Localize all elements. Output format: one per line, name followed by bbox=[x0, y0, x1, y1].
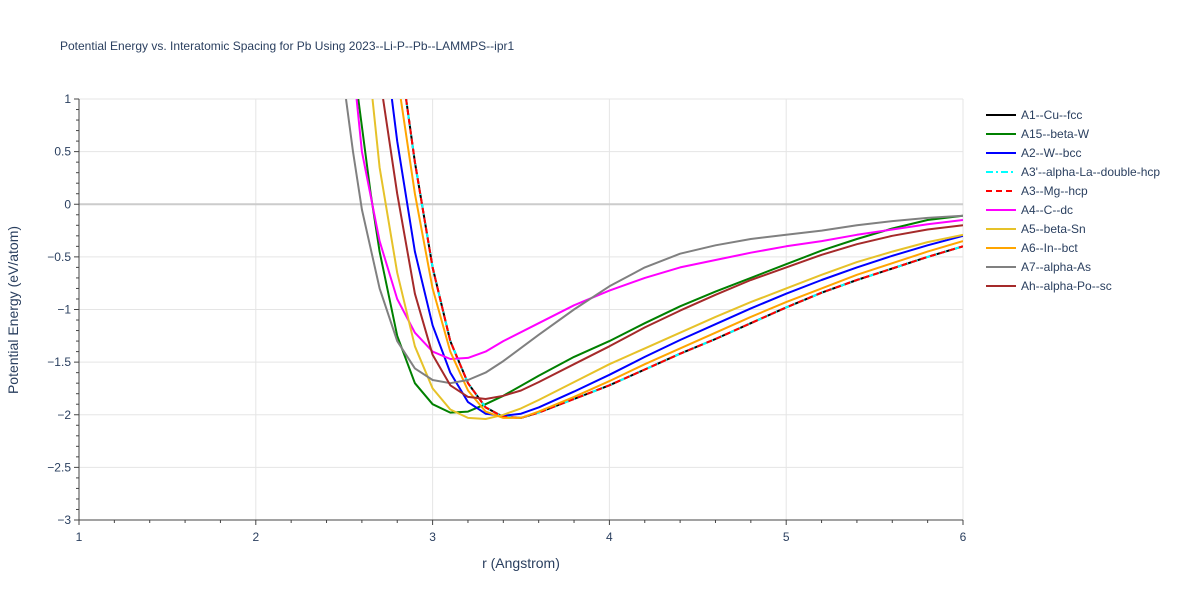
legend-label: A5--beta-Sn bbox=[1021, 222, 1086, 236]
series-line bbox=[382, 99, 963, 400]
y-tick-label: −1 bbox=[57, 303, 71, 317]
y-tick-label: 0 bbox=[64, 197, 71, 211]
y-axis-title: Potential Energy (eV/atom) bbox=[5, 226, 21, 394]
y-tick-label: −0.5 bbox=[47, 250, 71, 264]
legend-item[interactable]: A6--In--bct bbox=[986, 241, 1078, 255]
x-tick-label: 3 bbox=[429, 530, 436, 544]
series-line bbox=[405, 99, 963, 419]
legend-item[interactable]: Ah--alpha-Po--sc bbox=[986, 279, 1112, 293]
chart-title: Potential Energy vs. Interatomic Spacing… bbox=[60, 39, 515, 53]
legend-item[interactable]: A3--Mg--hcp bbox=[986, 184, 1088, 198]
x-tick-label: 6 bbox=[960, 530, 967, 544]
legend-label: A3'--alpha-La--double-hcp bbox=[1021, 165, 1160, 179]
y-tick-label: 1 bbox=[64, 92, 71, 106]
legend-label: A15--beta-W bbox=[1021, 127, 1090, 141]
legend-label: A3--Mg--hcp bbox=[1021, 184, 1088, 198]
grid bbox=[79, 98, 964, 520]
y-tick-label: 0.5 bbox=[54, 145, 71, 159]
legend[interactable]: A1--Cu--fcc A15--beta-W A2--W--bcc A3'--alp… bbox=[986, 108, 1160, 293]
legend-label: A4--C--dc bbox=[1021, 203, 1073, 217]
y-tick-label: −2.5 bbox=[47, 460, 71, 474]
y-tick-label: −2 bbox=[57, 408, 71, 422]
legend-item[interactable]: A2--W--bcc bbox=[986, 146, 1081, 160]
x-axis-title: r (Angstrom) bbox=[482, 555, 560, 571]
x-tick-label: 5 bbox=[783, 530, 790, 544]
legend-item[interactable]: A4--C--dc bbox=[986, 203, 1073, 217]
x-tick-label: 4 bbox=[606, 530, 613, 544]
y-tick-label: −1.5 bbox=[47, 355, 71, 369]
x-tick-label: 1 bbox=[76, 530, 83, 544]
x-tick-label: 2 bbox=[252, 530, 259, 544]
y-tick-label: −3 bbox=[57, 513, 71, 527]
legend-item[interactable]: A3'--alpha-La--double-hcp bbox=[986, 165, 1160, 179]
legend-item[interactable]: A15--beta-W bbox=[986, 127, 1090, 141]
legend-label: A2--W--bcc bbox=[1021, 146, 1081, 160]
series-line bbox=[399, 99, 963, 419]
legend-item[interactable]: A1--Cu--fcc bbox=[986, 108, 1082, 122]
legend-item[interactable]: A7--alpha-As bbox=[986, 260, 1091, 274]
series-line bbox=[371, 99, 963, 420]
legend-label: A1--Cu--fcc bbox=[1021, 108, 1082, 122]
legend-label: A7--alpha-As bbox=[1021, 260, 1091, 274]
legend-item[interactable]: A5--beta-Sn bbox=[986, 222, 1086, 236]
series-line bbox=[357, 99, 963, 414]
series-layer bbox=[345, 99, 963, 420]
series-line bbox=[390, 99, 963, 417]
legend-label: A6--In--bct bbox=[1021, 241, 1078, 255]
series-line bbox=[345, 99, 963, 385]
legend-label: Ah--alpha-Po--sc bbox=[1021, 279, 1112, 293]
axes: 1 2 3 4 5 6 −3 −2.5 −2 −1.5 −1 −0.5 0 0.5 1 bbox=[47, 92, 966, 544]
